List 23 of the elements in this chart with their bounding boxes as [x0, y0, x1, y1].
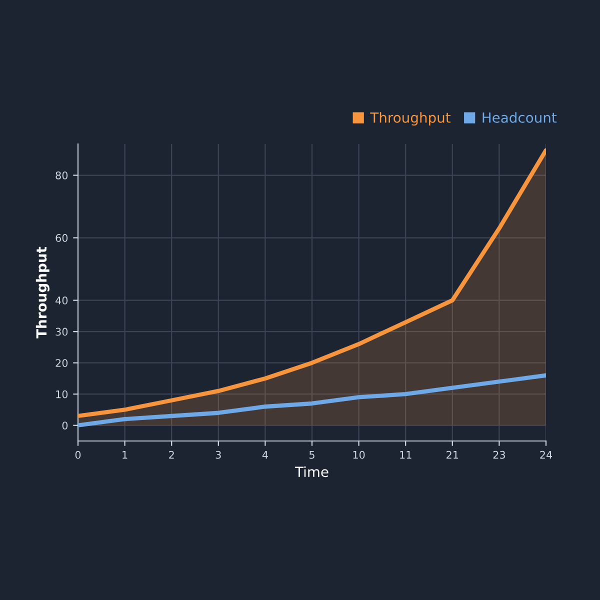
x-tick-label: 1 [122, 451, 128, 459]
x-tick-label: 5 [309, 451, 314, 459]
x-tick-label: 2 [169, 450, 174, 459]
y-tick-label: 60 [56, 234, 68, 242]
x-tick-label: 4 [262, 451, 268, 459]
y-axis-title: Throughput [36, 246, 50, 338]
x-tick-label: 24 [540, 450, 552, 459]
y-tick-label: 40 [56, 296, 68, 304]
y-tick-label: 20 [56, 359, 68, 367]
x-tick-label: 3 [216, 450, 221, 459]
legend-label: Throughput [370, 112, 451, 126]
x-tick-label: 23 [493, 450, 505, 459]
x-tick-label: 10 [353, 450, 365, 459]
y-tick-label: 80 [56, 171, 68, 180]
y-tick-label: 10 [56, 390, 68, 398]
legend-label: Headcount [482, 112, 557, 123]
x-tick-label: 11 [400, 451, 412, 459]
y-tick-label: 30 [56, 328, 68, 336]
x-axis-title: Time [294, 466, 328, 478]
x-tick-label: 0 [75, 450, 81, 459]
line-series [78, 373, 546, 428]
y-tick-label: 0 [62, 422, 68, 430]
x-tick-label: 21 [446, 450, 458, 459]
